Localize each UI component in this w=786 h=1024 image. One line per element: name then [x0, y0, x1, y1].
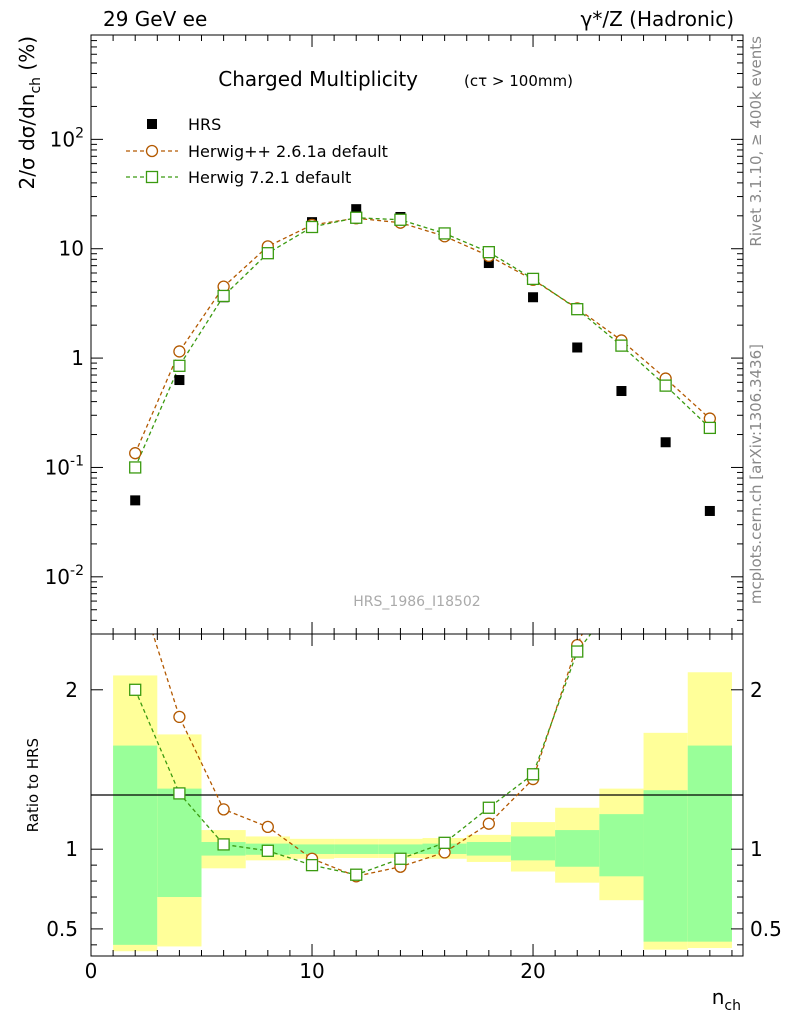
ratio-point-series-1 [129, 683, 142, 696]
ratio-point-series-0 [482, 817, 495, 830]
mcplots-reference-label: mcplots.cern.ch [arXiv:1306.3436] [747, 344, 765, 604]
main-point-series-2 [615, 339, 628, 352]
ratio-y-tick-label: 1 [65, 837, 78, 861]
ratio-point-series-1 [394, 852, 407, 865]
ratio-x-ticks: 0 10 20 [85, 634, 733, 983]
x-tick-label: 0 [85, 959, 98, 983]
main-point-series-2 [703, 421, 716, 435]
x-tick-label: 10 [299, 959, 324, 983]
ratio-stat-uncertainty-band [289, 844, 335, 854]
ratio-y-tick-label-right: 0.5 [750, 917, 782, 941]
main-point-series-0 [483, 258, 494, 269]
legend-label: Herwig 7.2.1 default [188, 168, 351, 187]
main-point-series-0 [174, 375, 185, 386]
main-y-tick-label: 10-1 [45, 453, 84, 479]
ratio-y-tick-label-right: 1 [750, 837, 763, 861]
ratio-point-series-1 [571, 645, 584, 658]
main-point-series-2 [482, 246, 495, 259]
ratio-y-ticks: 0.5 0.5 1 1 2 2 [46, 678, 782, 946]
ratio-stat-uncertainty-band [378, 844, 423, 854]
ratio-point-series-1 [526, 768, 540, 781]
ratio-series-line-0 [152, 634, 583, 877]
ratio-series-clipped [129, 634, 592, 883]
main-point-series-2 [571, 303, 584, 316]
ratio-point-series-1 [482, 801, 495, 814]
chart-title-main: Charged Multiplicity [218, 67, 418, 91]
ratio-uncertainty-bands [113, 672, 732, 952]
main-point-series-0 [616, 386, 627, 397]
main-y-tick-label: 10 [59, 237, 84, 261]
ratio-stat-uncertainty-band [466, 842, 511, 856]
ratio-stat-uncertainty-band [113, 745, 158, 945]
ratio-stat-uncertainty-band [643, 790, 688, 942]
main-point-series-0 [704, 505, 715, 516]
main-point-series-2 [394, 213, 407, 226]
main-point-series-1 [173, 345, 186, 358]
main-point-series-2 [173, 359, 186, 372]
main-point-series-0 [660, 437, 671, 448]
legend-label: HRS [188, 115, 221, 134]
x-axis-label: nch [712, 985, 741, 1014]
main-point-series-2 [261, 247, 274, 260]
ratio-stat-uncertainty-band [555, 830, 600, 867]
ratio-point-series-1 [350, 868, 363, 881]
ratio-plot-frame [90, 633, 744, 957]
ratio-point-series-1 [305, 858, 319, 872]
main-point-series-0 [528, 292, 539, 303]
ratio-point-series-1 [438, 836, 451, 849]
main-point-series-0 [351, 204, 362, 215]
chart-title-suffix: (cτ > 100mm) [464, 72, 573, 90]
main-series-group [129, 204, 716, 516]
main-series-line-1 [134, 217, 711, 454]
rivet-version-label: Rivet 3.1.10, ≥ 400k events [747, 36, 765, 247]
main-plot-panel: 10-2 10-1 1 10 102 Charged Multiplicity (cτ … [15, 34, 744, 635]
ratio-y-tick-label: 0.5 [46, 917, 78, 941]
ratio-point-series-0 [217, 803, 230, 816]
ratio-point-series-1 [173, 787, 186, 800]
x-tick-label: 20 [520, 959, 545, 983]
main-point-series-2 [526, 272, 540, 286]
legend: HRS Herwig++ 2.6.1a default Herwig 7.2.1 d… [126, 115, 388, 187]
ratio-stat-uncertainty-band [157, 788, 202, 898]
ratio-stat-uncertainty-band [687, 745, 732, 942]
ratio-point-series-1 [261, 844, 274, 857]
ratio-point-series-1 [217, 838, 230, 851]
ratio-stat-uncertainty-band [334, 844, 379, 854]
legend-marker [145, 170, 159, 184]
analysis-watermark: HRS_1986_I18502 [353, 594, 480, 610]
main-point-series-2 [129, 461, 142, 474]
main-point-series-2 [305, 220, 319, 234]
chart-title: Charged Multiplicity [218, 67, 418, 91]
header-left: 29 GeV ee [103, 7, 207, 31]
ratio-y-tick-label-right: 2 [750, 678, 763, 702]
ratio-series-line-1 [134, 634, 592, 876]
main-point-series-2 [217, 289, 230, 303]
legend-marker [147, 119, 157, 129]
ratio-series-group [129, 634, 592, 883]
legend-label: Herwig++ 2.6.1a default [188, 142, 388, 161]
main-point-series-0 [572, 342, 583, 353]
main-y-axis-label: 2/σ dσ/dnch (%) [15, 36, 44, 190]
ratio-stat-uncertainty-band [510, 836, 556, 861]
main-series-line-2 [134, 217, 711, 468]
main-point-series-2 [659, 379, 672, 392]
main-x-ticks [90, 35, 733, 634]
main-point-series-2 [438, 227, 451, 240]
main-y-tick-label: 102 [50, 125, 84, 151]
ratio-point-series-0 [261, 820, 274, 834]
header-right: γ*/Z (Hadronic) [581, 7, 734, 31]
main-y-tick-label: 1 [71, 346, 84, 370]
main-y-ticks: 10-2 10-1 1 10 102 [45, 34, 743, 635]
legend-marker [145, 144, 159, 158]
main-point-series-1 [129, 447, 142, 460]
main-point-series-2 [350, 211, 363, 224]
ratio-stat-uncertainty-band [599, 814, 644, 877]
ratio-y-tick-label: 2 [65, 678, 78, 702]
main-y-tick-label: 10-2 [45, 563, 84, 589]
ratio-plot-panel: 0.5 0.5 1 1 2 2 0 10 20 Ratio to HRS nch [24, 633, 782, 1014]
ratio-point-series-0 [173, 710, 186, 724]
main-point-series-0 [130, 495, 141, 506]
ratio-y-axis-label: Ratio to HRS [24, 738, 42, 832]
